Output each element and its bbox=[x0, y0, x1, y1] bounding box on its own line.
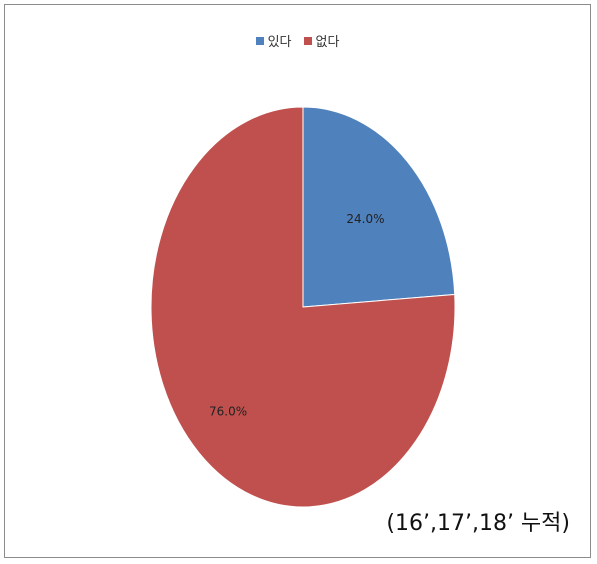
legend-item-yes: 있다 bbox=[255, 31, 292, 50]
legend-label-yes: 있다 bbox=[267, 35, 292, 50]
data-label-no: 76.0% bbox=[209, 404, 247, 418]
pie-slice-yes bbox=[302, 106, 456, 308]
legend: 있다 없다 bbox=[5, 31, 590, 50]
chart-note: (16’,17’,18’ 누적) bbox=[386, 511, 570, 536]
pie-slice-no bbox=[150, 106, 456, 508]
legend-label-no: 없다 bbox=[315, 35, 340, 50]
legend-swatch-yes bbox=[255, 36, 264, 45]
pie-chart: 24.0% 76.0% bbox=[150, 106, 456, 508]
chart-frame: 있다 없다 24.0% 76.0% (16’,17’,18’ 누적) bbox=[4, 4, 591, 558]
legend-swatch-no bbox=[303, 36, 312, 45]
data-label-yes: 24.0% bbox=[346, 212, 384, 226]
legend-item-no: 없다 bbox=[303, 31, 340, 50]
